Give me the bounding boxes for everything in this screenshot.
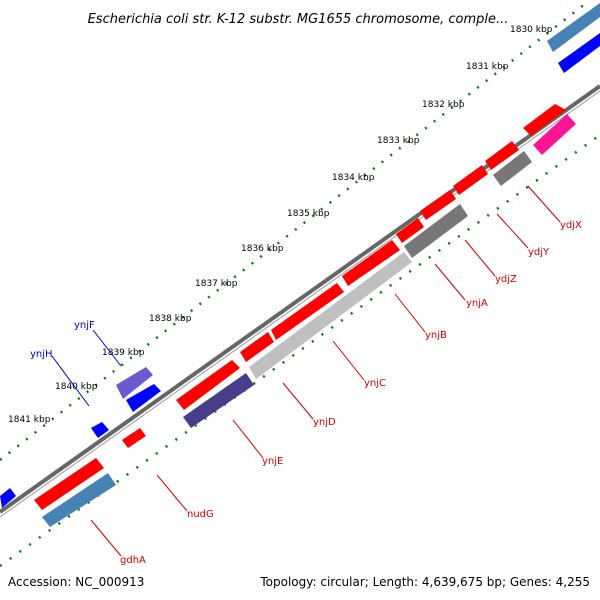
gene-feature-forward[interactable] xyxy=(547,3,600,52)
leader-line xyxy=(51,355,90,407)
leader-line xyxy=(496,213,529,249)
gene-feature-reverse[interactable] xyxy=(249,252,412,379)
gene-label-nudG[interactable]: nudG xyxy=(187,509,214,520)
gene-label-ynjH[interactable]: ynjH xyxy=(30,349,53,360)
gene-feature-forward[interactable] xyxy=(396,218,424,243)
gene-label-ydjX[interactable]: ydjX xyxy=(560,220,582,231)
forward-strand-features xyxy=(0,3,600,510)
scale-label: 1833 kbp xyxy=(377,136,420,146)
topology-text: Topology: circular; Length: 4,639,675 bp… xyxy=(259,575,590,589)
gene-label-ynjB[interactable]: ynjB xyxy=(425,330,447,341)
gene-feature-reverse[interactable] xyxy=(183,373,254,428)
outer-scale-ring xyxy=(0,0,591,461)
gene-feature-forward[interactable] xyxy=(91,422,109,438)
gene-feature-forward[interactable] xyxy=(523,104,566,136)
gene-feature-reverse[interactable] xyxy=(533,114,576,155)
gene-feature-forward[interactable] xyxy=(271,283,344,340)
gene-label-ynjC[interactable]: ynjC xyxy=(364,378,386,389)
map-title: Escherichia coli str. K-12 substr. MG165… xyxy=(88,12,509,27)
scale-label: 1832 kbp xyxy=(422,100,465,110)
gene-feature-forward[interactable] xyxy=(126,384,161,412)
scale-label: 1831 kbp xyxy=(466,62,509,72)
leader-line xyxy=(434,263,466,301)
gene-feature-forward[interactable] xyxy=(485,141,519,170)
leader-line xyxy=(232,419,264,459)
gene-feature-reverse[interactable] xyxy=(493,151,532,186)
scale-label: 1839 kbp xyxy=(102,348,145,358)
leader-line xyxy=(332,340,365,381)
leader-line xyxy=(282,382,314,420)
scale-labels: 1830 kbp 1831 kbp 1832 kbp 1833 kbp 1834… xyxy=(8,25,553,425)
scale-label: 1841 kbp xyxy=(8,415,51,425)
scale-label: 1840 kbp xyxy=(55,382,98,392)
gene-feature-forward[interactable] xyxy=(558,33,600,73)
scale-label: 1837 kbp xyxy=(195,279,238,289)
gene-label-ynjD[interactable]: ynjD xyxy=(313,417,336,428)
gene-feature-reverse[interactable] xyxy=(404,204,468,258)
gene-feature-forward[interactable] xyxy=(0,488,16,508)
leader-line xyxy=(464,239,496,277)
scale-label: 1835 kbp xyxy=(287,209,330,219)
scale-label: 1830 kbp xyxy=(510,25,553,35)
gene-feature-forward[interactable] xyxy=(420,190,456,220)
gene-label-ydjY[interactable]: ydjY xyxy=(528,247,550,258)
scale-label: 1838 kbp xyxy=(149,314,192,324)
gene-label-ydjZ[interactable]: ydjZ xyxy=(495,274,517,285)
gene-feature-forward[interactable] xyxy=(116,367,153,399)
gene-labels: ydjX ydjY ydjZ ynjA ynjB ynjC ynjD ynjE … xyxy=(30,220,582,566)
reverse-strand-features xyxy=(42,114,576,527)
leader-line xyxy=(156,474,188,512)
label-leaders xyxy=(51,185,561,557)
gene-feature-forward[interactable] xyxy=(342,240,400,286)
gene-feature-reverse[interactable] xyxy=(42,473,116,527)
gene-label-ynjA[interactable]: ynjA xyxy=(466,298,488,309)
scale-label: 1836 kbp xyxy=(241,244,284,254)
gene-label-ynjF[interactable]: ynjF xyxy=(74,320,95,331)
scale-label: 1834 kbp xyxy=(332,173,375,183)
leader-line xyxy=(92,329,122,367)
gene-feature-forward[interactable] xyxy=(176,360,240,410)
accession-text: Accession: NC_000913 xyxy=(8,575,144,589)
gene-label-ynjE[interactable]: ynjE xyxy=(262,456,283,467)
leader-line xyxy=(394,293,426,333)
gene-feature-forward[interactable] xyxy=(453,165,488,195)
leader-line xyxy=(90,519,122,557)
gene-feature-forward[interactable] xyxy=(34,458,104,510)
gene-label-gdhA[interactable]: gdhA xyxy=(120,555,146,566)
leader-line xyxy=(527,185,561,223)
gene-feature-forward[interactable] xyxy=(122,428,146,448)
gene-feature-forward[interactable] xyxy=(240,332,274,362)
